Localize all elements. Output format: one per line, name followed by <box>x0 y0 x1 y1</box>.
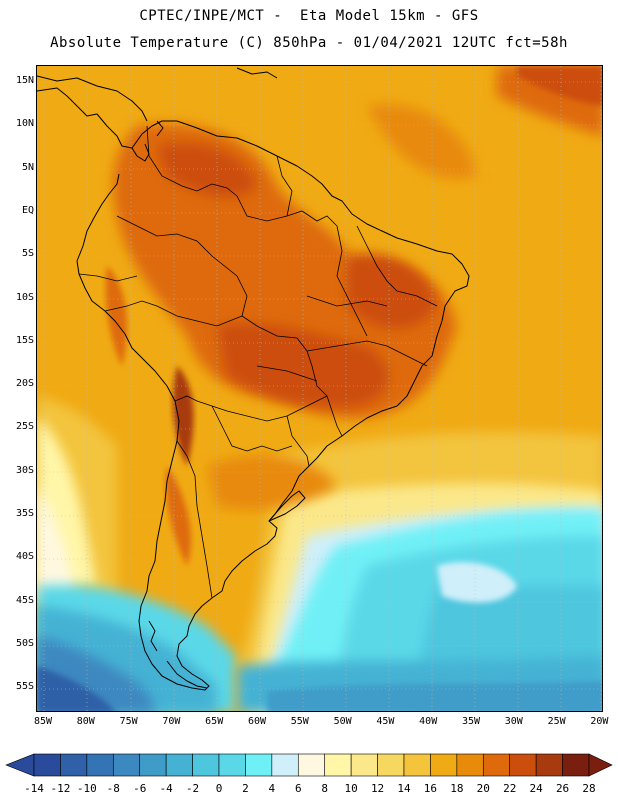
colorbar-label: 6 <box>294 782 302 795</box>
lon-label: 45W <box>376 716 395 727</box>
colorbar-label: -10 <box>76 782 97 795</box>
colorbar-label: -12 <box>50 782 71 795</box>
colorbar-label: -4 <box>159 782 173 795</box>
map-title-line1: CPTEC/INPE/MCT - Eta Model 15km - GFS <box>139 8 479 24</box>
colorbar-swatch <box>271 753 299 777</box>
colorbar-swatch <box>33 753 61 777</box>
colorbar-label: 26 <box>555 782 570 795</box>
lat-label: EQ <box>21 204 34 216</box>
lat-label: 45S <box>15 594 34 606</box>
lon-label: 50W <box>333 716 352 727</box>
lat-label: 10S <box>15 291 34 303</box>
lon-label: 40W <box>419 716 438 727</box>
temperature-colorbar <box>5 753 613 777</box>
colorbar-swatch <box>324 753 352 777</box>
colorbar-swatch <box>60 753 88 777</box>
lon-label: 65W <box>205 716 224 727</box>
colorbar-swatch <box>139 753 167 777</box>
colorbar-swatch <box>297 753 326 777</box>
country-borders <box>78 125 438 599</box>
colorbar-swatch <box>165 753 193 777</box>
lat-label: 15S <box>15 334 34 346</box>
colorbar-max-arrow <box>588 753 613 777</box>
colorbar-label: 16 <box>423 782 438 795</box>
lon-label: 60W <box>247 716 267 727</box>
lat-label: 50S <box>15 637 34 649</box>
lat-label: 10N <box>15 118 34 130</box>
lon-label: 85W <box>33 716 53 727</box>
colorbar-swatch <box>86 753 114 777</box>
colorbar-label: 18 <box>450 782 464 795</box>
lon-label: 20W <box>590 716 609 727</box>
lat-label: 20S <box>15 378 34 390</box>
lon-label: 70W <box>162 716 181 727</box>
colorbar-swatch <box>245 753 273 777</box>
colorbar-label: 0 <box>215 782 223 795</box>
colorbar-swatch <box>509 753 537 777</box>
colorbar-label: 12 <box>370 782 385 795</box>
colorbar-label: 22 <box>503 782 517 795</box>
coastline <box>37 67 470 691</box>
lat-label: 55S <box>15 681 34 693</box>
lon-label: 55W <box>290 716 309 727</box>
colorbar-label: 2 <box>242 782 249 795</box>
temperature-field <box>37 66 602 711</box>
colorbar-label: 28 <box>582 782 596 795</box>
colorbar-swatch <box>535 753 563 777</box>
lon-label: 25W <box>547 716 566 727</box>
colorbar-swatch <box>403 753 431 777</box>
colorbar-swatch <box>377 753 405 777</box>
lat-label: 25S <box>15 421 34 433</box>
colorbar-swatch <box>482 753 511 777</box>
lon-label: 75W <box>119 716 138 727</box>
colorbar-swatch <box>350 753 378 777</box>
colorbar-swatch <box>456 753 484 777</box>
colorbar-label: 8 <box>321 782 329 795</box>
colorbar-label: 20 <box>476 782 490 795</box>
lat-label: 15N <box>15 75 34 86</box>
colorbar-swatch <box>192 753 220 777</box>
colorbar-label: -14 <box>24 782 44 795</box>
lat-label: 40S <box>15 551 34 563</box>
lon-label: 35W <box>461 716 481 727</box>
colorbar-swatch <box>218 753 246 777</box>
lat-label: 35S <box>15 508 34 519</box>
lon-label: 30W <box>504 716 523 727</box>
colorbar-label: 14 <box>397 782 411 795</box>
colorbar-label: -8 <box>106 782 120 795</box>
colorbar-min-arrow <box>5 753 35 777</box>
colorbar-swatch <box>562 753 590 777</box>
lat-label: 5S <box>21 248 34 260</box>
colorbar-label: 10 <box>344 782 358 795</box>
colorbar-label: -6 <box>133 782 147 795</box>
lat-label: 5N <box>21 161 34 173</box>
map-canvas <box>37 66 602 711</box>
colorbar-label: 4 <box>268 782 276 795</box>
map-title-line2: Absolute Temperature (C) 850hPa - 01/04/… <box>50 35 568 51</box>
colorbar-label: -2 <box>185 782 200 795</box>
lat-label: 30S <box>15 464 34 476</box>
colorbar-swatch <box>430 753 458 777</box>
grid-lines <box>37 66 602 711</box>
colorbar-swatch <box>112 753 141 777</box>
lon-label: 80W <box>76 716 95 727</box>
colorbar-label: 24 <box>529 782 543 795</box>
temperature-map[interactable] <box>36 65 603 712</box>
